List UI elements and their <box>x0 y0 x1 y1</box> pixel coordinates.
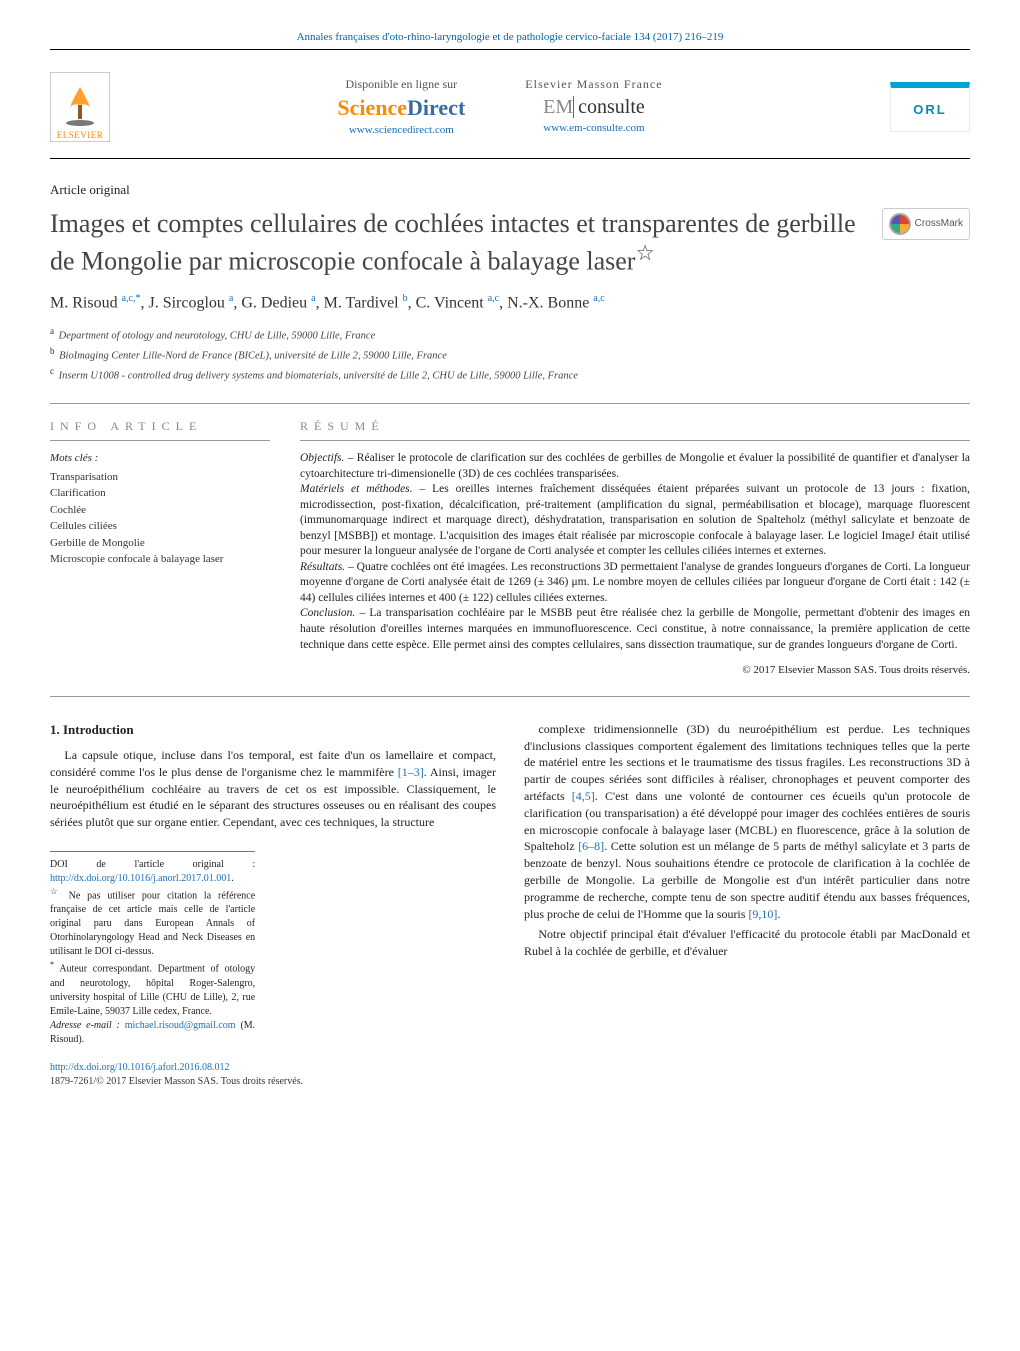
resume-copyright: © 2017 Elsevier Masson SAS. Tous droits … <box>300 663 970 678</box>
elsevier-tree-icon <box>60 83 100 129</box>
citation-link[interactable]: [9,10] <box>748 907 777 921</box>
keyword-item: Microscopie confocale à balayage laser <box>50 551 270 568</box>
keywords-label: Mots clés : <box>50 451 270 466</box>
sciencedirect-url[interactable]: www.sciencedirect.com <box>337 123 465 138</box>
horizontal-rule <box>50 403 970 404</box>
keyword-item: Clarification <box>50 485 270 502</box>
title-footnote-marker: ☆ <box>635 241 654 265</box>
footnotes-block: DOI de l'article original : http://dx.do… <box>50 851 255 1047</box>
elsevier-logo: ELSEVIER <box>50 72 110 142</box>
resume-objectifs-label: Objectifs. – <box>300 452 353 464</box>
resume-resultats-label: Résultats. – <box>300 561 354 573</box>
available-online-label: Disponible en ligne sur <box>337 76 465 93</box>
corresponding-author-footnote: * Auteur correspondant. Department of ot… <box>50 959 255 1018</box>
body-two-columns: 1. Introduction La capsule otique, inclu… <box>50 721 970 1089</box>
section-1-heading: 1. Introduction <box>50 721 496 739</box>
emconsulte-block: Elsevier Masson France EMconsulte www.em… <box>525 76 662 139</box>
resume-body: Objectifs. – Réaliser le protocole de cl… <box>300 451 970 678</box>
doi-original-line: DOI de l'article original : http://dx.do… <box>50 858 255 886</box>
info-resume-row: INFO ARTICLE Mots clés : Transparisation… <box>50 418 970 678</box>
article-type-label: Article original <box>50 181 970 199</box>
intro-para-3: Notre objectif principal était d'évaluer… <box>524 926 970 960</box>
article-doi-link[interactable]: http://dx.doi.org/10.1016/j.aforl.2016.0… <box>50 1061 496 1075</box>
issn-copyright-line: 1879-7261/© 2017 Elsevier Masson SAS. To… <box>50 1075 496 1089</box>
keyword-item: Transparisation <box>50 469 270 486</box>
affiliation-line: c Inserm U1008 - controlled drug deliver… <box>50 365 970 384</box>
crossmark-icon <box>889 213 911 235</box>
citation-link[interactable]: [4,5] <box>572 789 595 803</box>
authors-line: M. Risoud a,c,*, J. Sircoglou a, G. Dedi… <box>50 292 970 315</box>
keyword-item: Gerbille de Mongolie <box>50 535 270 552</box>
horizontal-rule-2 <box>50 696 970 697</box>
affiliation-line: b BioImaging Center Lille-Nord de France… <box>50 345 970 364</box>
sciencedirect-block: Disponible en ligne sur ScienceDirect ww… <box>337 76 465 139</box>
resume-conclusion-label: Conclusion. – <box>300 607 365 619</box>
corresponding-email-link[interactable]: michael.risoud@gmail.com <box>125 1020 236 1031</box>
resume-column: RÉSUMÉ Objectifs. – Réaliser le protocol… <box>300 418 970 678</box>
email-footnote: Adresse e-mail : michael.risoud@gmail.co… <box>50 1019 255 1047</box>
info-article-heading: INFO ARTICLE <box>50 418 270 442</box>
intro-para-1: La capsule otique, incluse dans l'os tem… <box>50 747 496 831</box>
intro-para-2: complexe tridimensionnelle (3D) du neuro… <box>524 721 970 923</box>
resume-materiels-label: Matériels et méthodes. – <box>300 483 425 495</box>
journal-citation-header: Annales françaises d'oto-rhino-laryngolo… <box>50 30 970 50</box>
crossmark-badge[interactable]: CrossMark <box>882 208 970 240</box>
resume-objectifs-text: Réaliser le protocole de clarification s… <box>300 452 970 480</box>
elsevier-name: ELSEVIER <box>57 129 104 142</box>
resume-resultats-text: Quatre cochlées ont été imagées. Les rec… <box>300 561 970 604</box>
sciencedirect-logo[interactable]: ScienceDirect <box>337 93 465 124</box>
article-title: Images et comptes cellulaires de cochlée… <box>50 208 870 279</box>
citation-link[interactable]: [1–3] <box>398 765 424 779</box>
emconsulte-logo[interactable]: EMconsulte <box>525 93 662 121</box>
resume-conclusion-text: La transparisation cochléaire par le MSB… <box>300 607 970 650</box>
affiliations-block: a Department of otology and neurotology,… <box>50 325 970 385</box>
emconsulte-url[interactable]: www.em-consulte.com <box>525 121 662 136</box>
keyword-item: Cochlée <box>50 502 270 519</box>
keywords-list: TransparisationClarificationCochléeCellu… <box>50 469 270 568</box>
keyword-item: Cellules ciliées <box>50 518 270 535</box>
orl-journal-badge: ORL <box>890 82 970 132</box>
citation-link[interactable]: [6–8] <box>578 839 604 853</box>
star-footnote: ☆ Ne pas utiliser pour citation la référ… <box>50 886 255 959</box>
em-brand-label: Elsevier Masson France <box>525 76 662 93</box>
affiliation-line: a Department of otology and neurotology,… <box>50 325 970 344</box>
article-info-column: INFO ARTICLE Mots clés : Transparisation… <box>50 418 270 678</box>
doi-original-link[interactable]: http://dx.doi.org/10.1016/j.anorl.2017.0… <box>50 873 231 884</box>
resume-heading: RÉSUMÉ <box>300 418 970 442</box>
publisher-row: ELSEVIER Disponible en ligne sur Science… <box>50 62 970 159</box>
crossmark-label: CrossMark <box>915 217 963 231</box>
